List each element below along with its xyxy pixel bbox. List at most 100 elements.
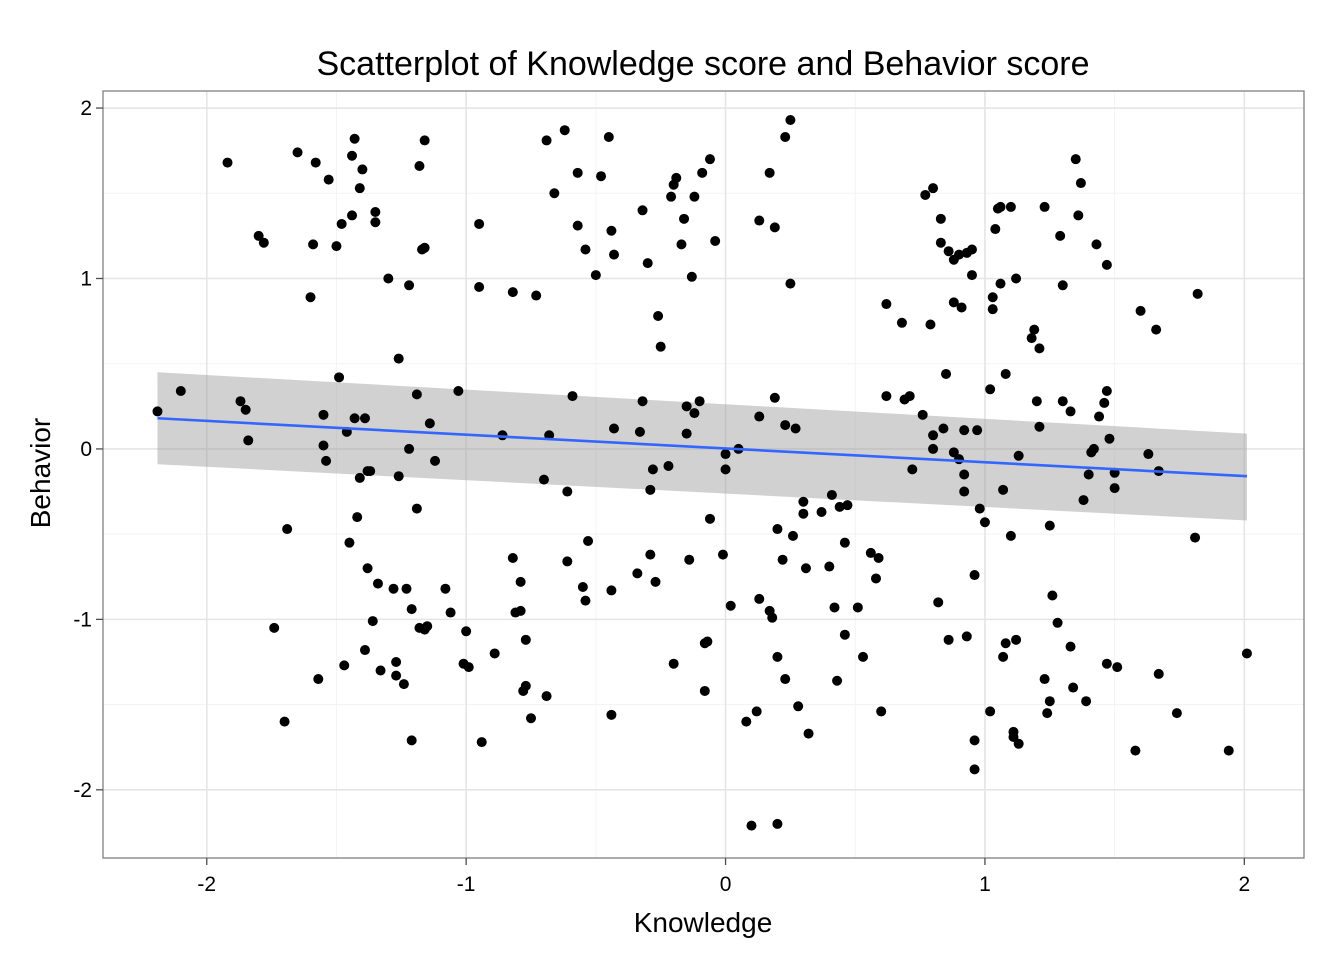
data-point — [577, 581, 588, 592]
y-tick-label: 1 — [80, 267, 92, 290]
data-point — [175, 385, 186, 396]
data-point — [943, 246, 954, 257]
data-point — [769, 222, 780, 233]
data-point — [948, 447, 959, 458]
data-point — [668, 658, 679, 669]
data-point — [541, 691, 552, 702]
data-point — [401, 583, 412, 594]
data-point — [746, 820, 757, 831]
chart-title: Scatterplot of Knowledge score and Behav… — [316, 45, 1089, 83]
data-point — [772, 524, 783, 535]
data-point — [313, 674, 324, 685]
data-point — [282, 524, 293, 535]
data-point — [870, 573, 881, 584]
data-point — [1135, 305, 1146, 316]
data-point — [531, 290, 542, 301]
data-point — [764, 167, 775, 178]
data-point — [1151, 324, 1162, 335]
data-point — [780, 420, 791, 431]
data-point — [816, 506, 827, 517]
x-tick-label: -2 — [197, 873, 216, 896]
data-point — [1091, 239, 1102, 250]
x-tick-label: 0 — [720, 873, 732, 896]
data-point — [1011, 273, 1022, 284]
data-point — [938, 423, 949, 434]
data-point — [258, 237, 269, 248]
data-point — [1047, 590, 1058, 601]
data-point — [1034, 343, 1045, 354]
data-point — [367, 616, 378, 627]
data-points — [152, 114, 1252, 831]
data-point — [793, 701, 804, 712]
data-point — [398, 679, 409, 690]
data-point — [865, 547, 876, 558]
y-tick-label: 0 — [80, 438, 92, 461]
data-point — [1044, 696, 1055, 707]
data-point — [995, 201, 1006, 212]
data-point — [751, 706, 762, 717]
data-point — [292, 147, 303, 158]
data-point — [562, 556, 573, 567]
data-point — [559, 125, 570, 136]
data-point — [334, 372, 345, 383]
data-point — [896, 317, 907, 328]
data-point — [969, 735, 980, 746]
regression-line — [157, 416, 1248, 478]
data-point — [876, 706, 887, 717]
data-point — [754, 593, 765, 604]
data-point — [873, 553, 884, 564]
data-point — [1042, 708, 1053, 719]
data-point — [1088, 443, 1099, 454]
data-point — [463, 662, 474, 673]
data-point — [1044, 520, 1055, 531]
data-point — [370, 207, 381, 218]
data-point — [318, 409, 329, 420]
x-tick-label: 1 — [979, 873, 991, 896]
data-point — [858, 651, 869, 662]
data-point — [349, 133, 360, 144]
data-point — [974, 503, 985, 514]
data-point — [388, 583, 399, 594]
data-point — [253, 230, 264, 241]
data-point — [681, 401, 692, 412]
data-point — [985, 706, 996, 717]
data-point — [1081, 696, 1092, 707]
data-point — [538, 474, 549, 485]
data-point — [365, 466, 376, 477]
data-point — [1005, 530, 1016, 541]
data-point — [928, 183, 939, 194]
data-point — [279, 716, 290, 727]
data-point — [933, 597, 944, 608]
data-point — [832, 675, 843, 686]
data-point — [1005, 201, 1016, 212]
data-point — [966, 244, 977, 255]
data-point — [985, 384, 996, 395]
data-point — [580, 244, 591, 255]
data-point — [941, 368, 952, 379]
data-point — [1075, 178, 1086, 189]
data-point — [344, 537, 355, 548]
data-point — [720, 449, 731, 460]
data-point — [1153, 668, 1164, 679]
data-point — [375, 665, 386, 676]
data-point — [777, 554, 788, 565]
data-point — [562, 486, 573, 497]
data-point — [1101, 259, 1112, 270]
data-point — [666, 191, 677, 202]
data-point — [1034, 421, 1045, 432]
data-point — [826, 489, 837, 500]
data-point — [235, 396, 246, 407]
data-point — [515, 576, 526, 587]
data-point — [785, 278, 796, 289]
data-point — [943, 634, 954, 645]
data-point — [928, 430, 939, 441]
data-point — [725, 600, 736, 611]
data-point — [336, 218, 347, 229]
data-point — [476, 737, 487, 748]
data-point — [347, 150, 358, 161]
data-point — [406, 604, 417, 615]
data-point — [637, 205, 648, 216]
data-point — [1094, 411, 1105, 422]
data-point — [650, 576, 661, 587]
